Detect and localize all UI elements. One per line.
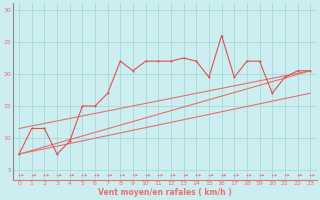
X-axis label: Vent moyen/en rafales ( km/h ): Vent moyen/en rafales ( km/h )	[98, 188, 231, 197]
